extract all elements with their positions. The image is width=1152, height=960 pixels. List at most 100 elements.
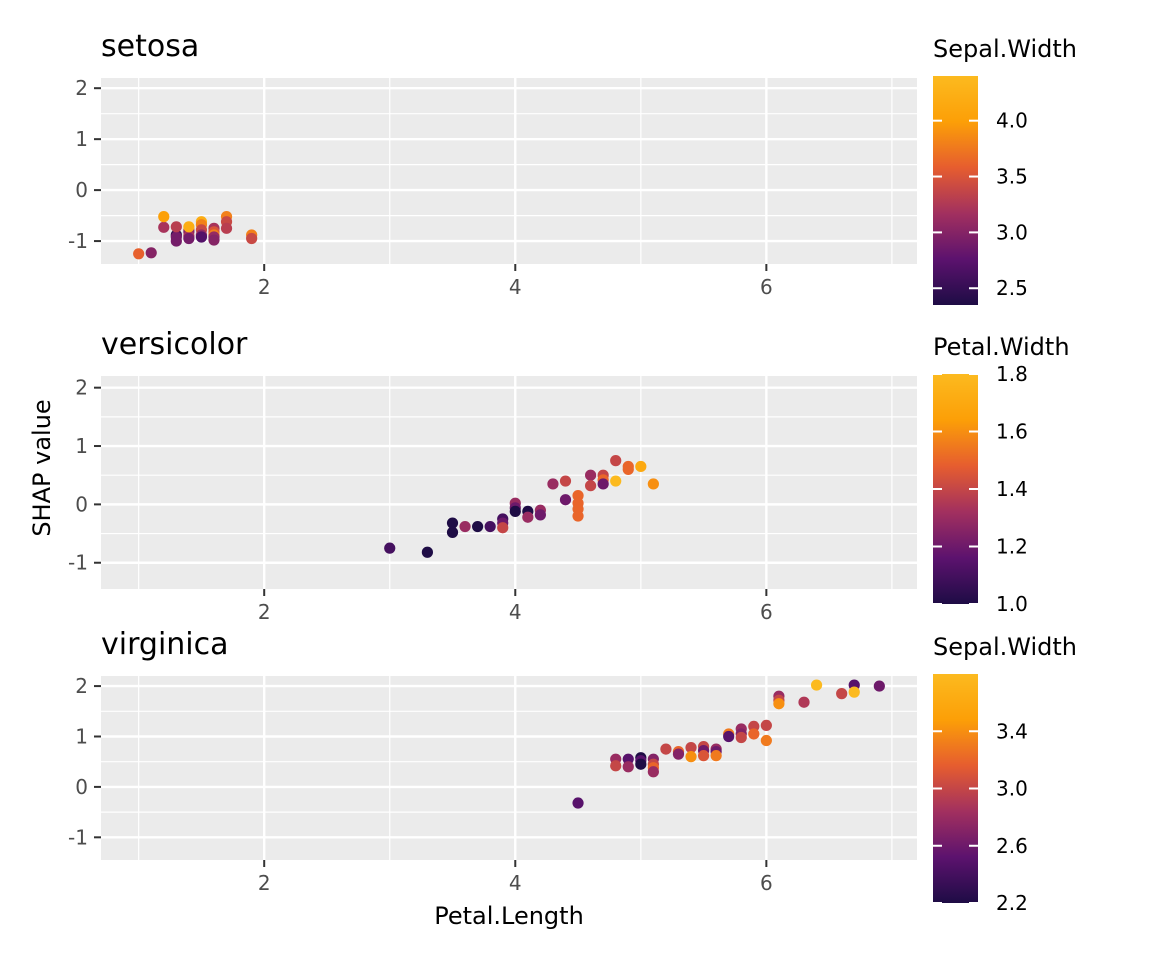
data-point xyxy=(421,546,433,558)
data-point xyxy=(246,232,258,245)
panel-virginica: virginica 2 1 0 -1 2 4 6 xyxy=(68,627,917,895)
data-point xyxy=(610,455,622,467)
panel-versicolor: versicolor 2 1 0 -1 2 4 6 xyxy=(68,327,917,624)
colorbar-tick-label: 1.2 xyxy=(996,535,1028,559)
x-tick-label: 6 xyxy=(760,600,773,624)
data-point xyxy=(647,766,659,778)
y-tick-label: 1 xyxy=(75,434,88,458)
x-tick-label: 2 xyxy=(258,600,271,624)
x-tick-label: 6 xyxy=(760,275,773,299)
plot-background xyxy=(101,676,917,860)
y-tick-label: 2 xyxy=(75,376,88,400)
plot-background xyxy=(101,78,917,264)
data-point xyxy=(773,698,785,710)
data-point xyxy=(509,505,521,517)
colorbar-tick-label: 1.0 xyxy=(996,592,1028,616)
y-tick-label: 0 xyxy=(75,178,88,202)
data-point xyxy=(183,232,195,245)
data-point xyxy=(760,719,772,732)
legend-title: Petal.Width xyxy=(933,333,1070,361)
plot-background xyxy=(101,376,917,589)
data-point xyxy=(208,234,220,246)
colorbar-tick-label: 2.5 xyxy=(996,276,1028,300)
data-point xyxy=(145,247,157,259)
panel-title: versicolor xyxy=(101,327,248,362)
panel-setosa: setosa 2 1 0 -1 2 4 6 xyxy=(68,29,917,299)
x-tick-label: 6 xyxy=(760,871,773,895)
y-tick-label: 2 xyxy=(75,76,88,100)
data-point xyxy=(723,730,735,743)
y-tick-label: -1 xyxy=(68,551,88,575)
data-point xyxy=(472,520,484,533)
colorbar-tick-label: 3.0 xyxy=(996,220,1028,244)
data-point xyxy=(446,517,459,529)
y-tick-label: 2 xyxy=(75,674,88,698)
data-point xyxy=(647,478,659,490)
data-point xyxy=(559,494,572,506)
data-point xyxy=(836,688,848,700)
x-tick-label: 4 xyxy=(509,600,522,624)
data-point xyxy=(158,221,170,233)
data-point xyxy=(384,542,396,554)
data-point xyxy=(497,522,509,534)
data-point xyxy=(873,680,885,692)
y-tick-label: 1 xyxy=(75,127,88,151)
data-point xyxy=(848,686,860,698)
y-tick-label: 0 xyxy=(75,775,88,799)
legend-title: Sepal.Width xyxy=(933,35,1077,63)
colorbar-tick-label: 3.0 xyxy=(996,777,1028,801)
x-tick-label: 4 xyxy=(509,871,522,895)
data-point xyxy=(572,510,584,522)
panel-title: setosa xyxy=(101,29,199,64)
data-point xyxy=(735,731,747,744)
data-point xyxy=(572,797,584,809)
data-point xyxy=(622,761,634,773)
data-point xyxy=(220,222,233,234)
data-point xyxy=(534,509,546,521)
data-point xyxy=(170,235,182,247)
colorbar-legend: Petal.Width 1.0 1.2 1.4 1.6 1.8 xyxy=(933,333,1070,616)
colorbar-tick-label: 2.2 xyxy=(996,891,1028,915)
x-axis-title: Petal.Length xyxy=(434,902,584,930)
data-point xyxy=(158,211,170,223)
data-point xyxy=(660,743,672,755)
data-point xyxy=(610,475,622,487)
data-point xyxy=(760,734,772,747)
x-tick-label: 2 xyxy=(258,275,271,299)
colorbar-tick-label: 1.4 xyxy=(996,477,1028,501)
data-point xyxy=(710,750,722,762)
data-point xyxy=(446,526,459,538)
data-point xyxy=(195,231,208,243)
data-point xyxy=(610,760,622,772)
data-point xyxy=(559,475,572,487)
data-point xyxy=(635,758,647,770)
colorbar-tick-label: 1.8 xyxy=(996,362,1028,386)
data-point xyxy=(697,750,710,762)
y-axis-title: SHAP value xyxy=(28,399,56,536)
data-point xyxy=(672,748,685,760)
data-point xyxy=(585,480,597,492)
colorbar-tick-label: 3.4 xyxy=(996,719,1028,743)
data-point xyxy=(522,511,534,523)
data-point xyxy=(798,696,810,708)
x-tick-label: 2 xyxy=(258,871,271,895)
data-point xyxy=(484,520,496,533)
colorbar-legend: Sepal.Width 2.5 3.0 3.5 4.0 xyxy=(933,35,1077,305)
colorbar-tick-label: 3.5 xyxy=(996,165,1028,189)
data-point xyxy=(133,248,145,260)
data-point xyxy=(748,728,760,740)
data-point xyxy=(622,463,634,475)
y-tick-label: 0 xyxy=(75,492,88,516)
data-point xyxy=(635,460,647,473)
y-tick-label: 1 xyxy=(75,724,88,748)
data-point xyxy=(685,751,697,763)
data-point xyxy=(685,741,697,754)
panel-title: virginica xyxy=(101,627,229,662)
colorbar-tick-label: 4.0 xyxy=(996,109,1028,133)
colorbar-legend: Sepal.Width 2.2 2.6 3.0 3.4 xyxy=(933,633,1077,915)
data-point xyxy=(810,679,823,691)
data-point xyxy=(597,478,609,490)
data-point xyxy=(170,221,182,233)
colorbar-tick-label: 1.6 xyxy=(996,420,1028,444)
